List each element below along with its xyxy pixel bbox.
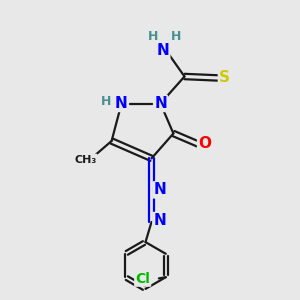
Text: N: N: [154, 213, 166, 228]
Text: H: H: [171, 29, 181, 43]
Text: N: N: [115, 96, 128, 111]
Text: Cl: Cl: [135, 272, 150, 286]
Text: O: O: [198, 136, 211, 152]
Text: H: H: [148, 29, 158, 43]
Text: H: H: [101, 94, 111, 108]
Text: N: N: [157, 44, 169, 59]
Text: CH₃: CH₃: [74, 154, 97, 165]
Text: N: N: [154, 96, 167, 111]
Text: S: S: [219, 70, 230, 86]
Text: N: N: [154, 182, 166, 197]
